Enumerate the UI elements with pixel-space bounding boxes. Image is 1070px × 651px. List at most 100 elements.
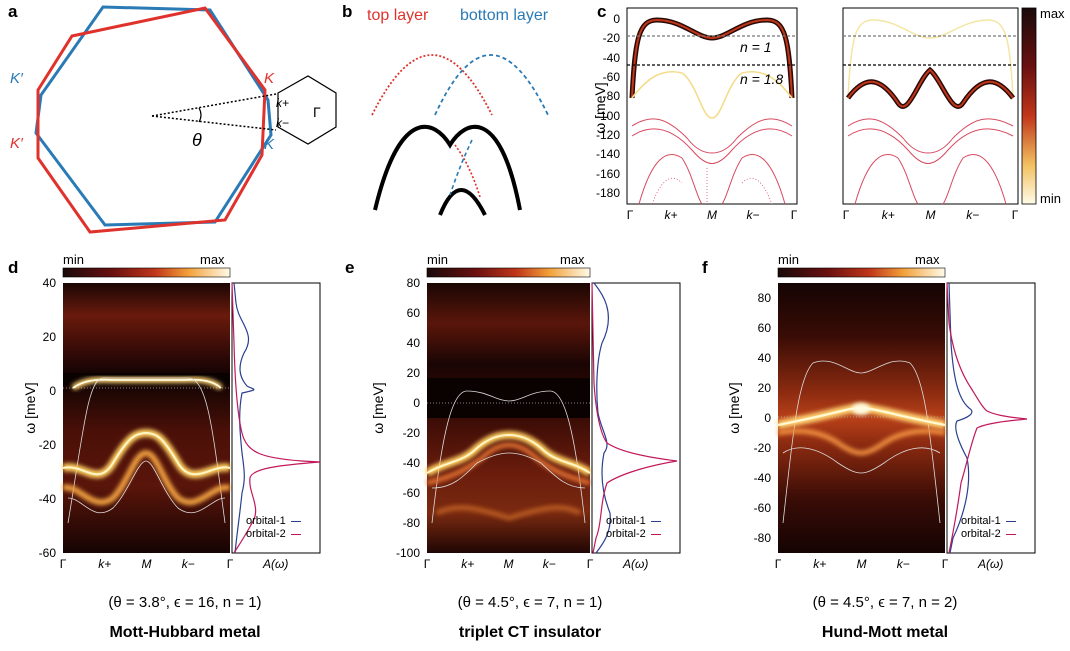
label-K-prime-red: K′ <box>10 135 23 152</box>
panel-f-ytick: -80 <box>753 531 771 545</box>
panel-d-xtick: Γ <box>59 557 67 571</box>
label-K-blue: K <box>264 136 275 153</box>
panel-a-hexagons <box>34 5 337 234</box>
legend-entry: orbital-1 <box>606 515 661 528</box>
panel-d-ylabel: ω [meV] <box>22 382 38 434</box>
label-K-red: K <box>264 70 275 87</box>
legend-swatch <box>1005 520 1016 522</box>
panel-d-dos-label: A(ω) <box>263 557 289 571</box>
panel-f-phase: Hund-Mott metal <box>821 624 949 641</box>
orbital-2-dos-e <box>591 282 678 554</box>
panel-f-ytick: 0 <box>764 411 771 425</box>
panel-d-xtick: k+ <box>98 557 112 571</box>
panel-e-colorbar <box>426 267 591 278</box>
label-k-plus: k+ <box>276 96 290 110</box>
panel-label-c: c <box>597 2 607 21</box>
panel-e-xtick: Γ <box>423 557 431 571</box>
legend-swatch <box>650 520 661 522</box>
panel-b-bands <box>371 54 549 216</box>
panel-e-ytick: 60 <box>406 306 420 320</box>
red-hexagon <box>36 6 267 234</box>
legend-label: orbital-2 <box>246 528 286 540</box>
legend-swatch <box>290 533 301 535</box>
panel-c-ytick: -60 <box>602 70 620 84</box>
label-K-prime-blue: K′ <box>10 70 23 87</box>
panel-c-xtick: Γ <box>626 208 634 222</box>
label-theta: θ <box>192 130 202 150</box>
legend-label: orbital-2 <box>961 528 1001 540</box>
panel-d-cbar-max: max <box>200 252 225 267</box>
legend-swatch <box>650 533 661 535</box>
panel-c-ytick: -180 <box>595 186 620 200</box>
label-k-minus: k− <box>276 116 290 130</box>
panel-f-legend: orbital-1 orbital-2 <box>961 515 1016 541</box>
band-upper-hot-inner <box>631 18 793 99</box>
panel-d-ytick: -40 <box>38 492 56 506</box>
panel-f-cbar-max: max <box>915 252 940 267</box>
panel-c-xtick: Γ <box>1011 208 1019 222</box>
orbital-1-dos-e <box>593 282 611 554</box>
panel-c-cbar-min: min <box>1040 191 1061 206</box>
bottom-layer-label: bottom layer <box>460 7 549 24</box>
legend-entry: orbital-2 <box>606 528 661 541</box>
legend-label: orbital-1 <box>961 515 1001 527</box>
panel-c-right-plot <box>842 7 1019 205</box>
panel-f-xtick: M <box>856 557 867 571</box>
panel-e-ytick: -40 <box>402 456 420 470</box>
panel-e-ytick: -20 <box>402 426 420 440</box>
panel-e-dos-label: A(ω) <box>623 557 649 571</box>
theta-line-upper <box>151 93 277 117</box>
panel-f-spectral-map <box>777 283 946 553</box>
panel-d-legend: orbital-1 orbital-2 <box>246 515 301 541</box>
panel-e-dos <box>591 282 681 554</box>
legend-swatch <box>1005 533 1016 535</box>
panel-f-ytick: -20 <box>753 441 771 455</box>
panel-c-xtick: M <box>925 208 936 222</box>
panel-d-xtick: k− <box>181 557 195 571</box>
panel-e-ytick: 40 <box>406 336 420 350</box>
panel-f-params: (θ = 4.5°, ϵ = 7, n = 2) <box>812 594 958 611</box>
legend-entry: orbital-2 <box>246 528 301 541</box>
orbital-1-dos-d <box>233 282 255 554</box>
legend-entry: orbital-2 <box>961 528 1016 541</box>
panel-d-ytick: -20 <box>38 438 56 452</box>
panel-e-xtick: Γ <box>586 557 594 571</box>
panel-f-ylabel: ω [meV] <box>726 382 742 434</box>
panel-f-ytick: -60 <box>753 501 771 515</box>
panel-e-xtick: k− <box>542 557 556 571</box>
panel-e-cbar-min: min <box>427 252 448 267</box>
panel-d-ytick: -60 <box>38 546 56 560</box>
panel-e-xtick: M <box>503 557 514 571</box>
panel-c-ytick: -160 <box>595 166 620 181</box>
panel-c-xtick: k+ <box>664 208 678 222</box>
panel-d-xtick: M <box>141 557 152 571</box>
panel-f-dos-label: A(ω) <box>978 557 1004 571</box>
panel-c-colorbar <box>1021 7 1037 205</box>
label-gamma-a: Γ <box>313 104 321 120</box>
hybrid-lower-band <box>438 188 487 216</box>
orbital-1-dos-f <box>948 282 973 554</box>
panel-c-ytick: -40 <box>602 50 620 65</box>
panel-e-phase: triplet CT insulator <box>458 624 602 641</box>
red-crossing <box>454 144 481 198</box>
panel-label-a: a <box>8 2 18 21</box>
panel-e-spectral-map <box>424 283 593 553</box>
panel-c-ytick: -120 <box>595 128 620 142</box>
panel-label-b: b <box>342 2 353 21</box>
panel-d-dos <box>231 282 321 554</box>
theta-line-lower <box>151 115 277 131</box>
panel-c-xtick: Γ <box>790 208 798 222</box>
panel-d-xtick: Γ <box>226 557 234 571</box>
panel-c-left-plot <box>626 7 798 205</box>
legend-swatch <box>290 520 301 522</box>
panel-d-params: (θ = 3.8°, ϵ = 16, n = 1) <box>108 594 262 611</box>
hybrid-upper-band <box>373 125 522 211</box>
panel-f-xtick: k− <box>896 557 910 571</box>
panel-d-colorbar <box>62 267 231 278</box>
top-layer-label: top layer <box>367 7 429 24</box>
band-lower-pale <box>631 71 793 119</box>
legend-label: orbital-1 <box>606 515 646 527</box>
panel-d-ytick: 40 <box>42 276 56 290</box>
panel-f-cbar-min: min <box>778 252 799 267</box>
panel-c-xtick: k− <box>746 208 760 222</box>
